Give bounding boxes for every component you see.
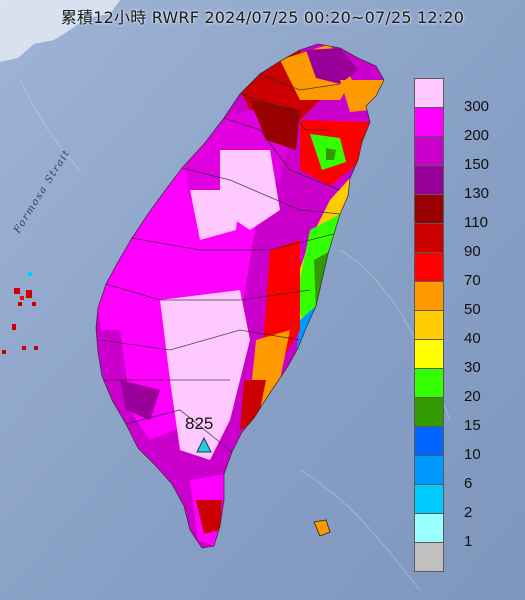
legend-label: 30: [464, 359, 481, 376]
legend-label: 90: [464, 243, 481, 260]
legend-swatch: [414, 368, 444, 398]
legend-swatch: [414, 426, 444, 456]
legend-swatch: [414, 78, 444, 108]
legend-swatch: [414, 252, 444, 282]
legend-swatch: [414, 165, 444, 195]
legend-swatch: [414, 223, 444, 253]
color-legend: 300 200 150 130 110 90 70 50 40 30 20 15 10 6 2 1: [414, 78, 524, 572]
peak-value-label: 825: [185, 414, 214, 433]
legend-label: 40: [464, 330, 481, 347]
legend-swatch: [414, 339, 444, 369]
legend-swatch: [414, 107, 444, 137]
legend-swatch: [414, 513, 444, 543]
legend-swatch: [414, 194, 444, 224]
legend-swatch: [414, 542, 444, 572]
legend-label: 10: [464, 446, 481, 463]
legend-label: 200: [464, 127, 490, 144]
legend-swatch: [414, 484, 444, 514]
legend-swatch: [414, 455, 444, 485]
legend-label: 110: [464, 214, 488, 231]
legend-label: 50: [464, 301, 481, 318]
legend-label: 130: [464, 185, 490, 202]
legend-label: 1: [464, 533, 473, 550]
legend-swatch: [414, 281, 444, 311]
penghu-islands: [2, 272, 38, 354]
legend-swatch: [414, 397, 444, 427]
legend-label: 70: [464, 272, 481, 289]
legend-swatch: [414, 136, 444, 166]
legend-label: 2: [464, 504, 473, 521]
legend-label: 6: [464, 475, 473, 492]
triangle-icon: [196, 436, 212, 453]
green-island: [313, 519, 331, 537]
legend-label: 15: [464, 417, 481, 434]
map-title: 累積12小時 RWRF 2024/07/25 00:20~07/25 12:20: [60, 8, 465, 27]
legend-label: 300: [464, 98, 490, 115]
legend-label: 150: [464, 156, 490, 173]
legend-label: 20: [464, 388, 481, 405]
legend-swatch: [414, 310, 444, 340]
